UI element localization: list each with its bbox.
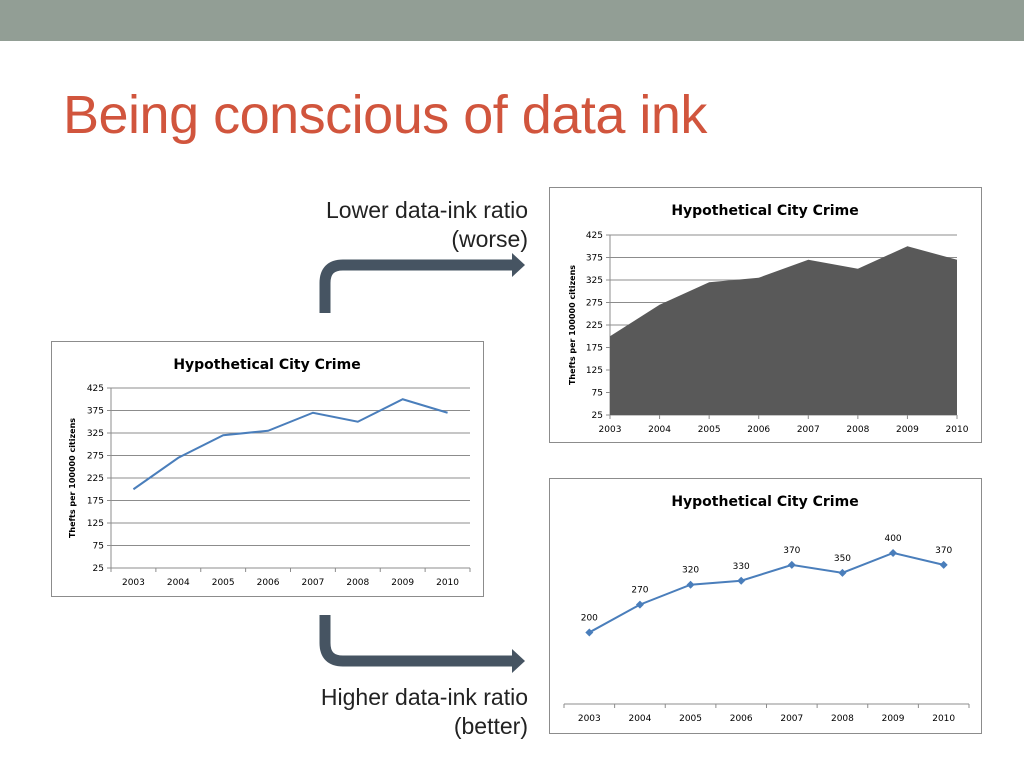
- x-tick-label: 2008: [831, 714, 854, 724]
- chart-area: Hypothetical City Crime 25 75 125 175 225 275 3…: [549, 187, 982, 443]
- data-label-2007: 370: [783, 546, 800, 556]
- x-tick-label: 2005: [698, 425, 721, 435]
- caption-lower-line-2: (worse): [451, 226, 528, 252]
- data-label-2003: 200: [581, 613, 598, 623]
- x-tick-label: 2008: [846, 425, 869, 435]
- y-tick-label: 25: [93, 564, 104, 574]
- arrow-down-right-icon: [319, 615, 525, 673]
- x-tick-label: 2003: [599, 425, 622, 435]
- y-tick-label: 425: [87, 384, 104, 394]
- x-tick-label: 2009: [882, 714, 905, 724]
- caption-lower-ratio: Lower data-ink ratio (worse): [228, 196, 528, 254]
- x-tick-label: 2004: [167, 578, 190, 588]
- y-tick-label: 75: [93, 542, 104, 552]
- x-tick-label: 2003: [122, 578, 145, 588]
- data-point-2003: [585, 628, 594, 637]
- y-tick-label: 275: [586, 299, 603, 309]
- x-tick-label: 2006: [747, 425, 770, 435]
- x-tick-label: 2009: [896, 425, 919, 435]
- data-point-2008: [838, 568, 847, 577]
- x-tick-label: 2006: [257, 578, 280, 588]
- chart-title: Hypothetical City Crime: [173, 357, 360, 373]
- arrow-up-right-icon: [319, 253, 525, 313]
- y-tick-label: 225: [586, 321, 603, 331]
- caption-higher-line-1: Higher data-ink ratio: [320, 684, 528, 710]
- x-tick-label: 2007: [780, 714, 803, 724]
- x-tick-label: 2007: [301, 578, 324, 588]
- data-label-2009: 400: [884, 534, 901, 544]
- data-point-2005: [686, 580, 695, 589]
- x-tick-label: 2008: [346, 578, 369, 588]
- data-point-2009: [889, 548, 898, 557]
- caption-higher-ratio: Higher data-ink ratio (better): [228, 683, 528, 741]
- top-bar: [0, 0, 1024, 41]
- x-tick-label: 2010: [946, 425, 969, 435]
- chart-title: Hypothetical City Crime: [671, 203, 858, 219]
- data-label-2008: 350: [834, 554, 851, 564]
- y-tick-label: 375: [586, 254, 603, 264]
- x-tick-label: 2004: [648, 425, 671, 435]
- data-label-2006: 330: [733, 562, 750, 572]
- chart-line-labeled: Hypothetical City Crime 2003 2004 2005 2006 2…: [549, 478, 982, 734]
- x-tick-label: 2007: [797, 425, 820, 435]
- x-tick-label: 2005: [212, 578, 235, 588]
- y-axis-label: Thefts per 100000 citizens: [68, 418, 77, 538]
- x-tick-label: 2004: [628, 714, 651, 724]
- area-series: [610, 246, 957, 415]
- data-point-2010: [939, 560, 948, 569]
- y-tick-label: 125: [586, 366, 603, 376]
- y-tick-label: 425: [586, 231, 603, 241]
- y-tick-label: 375: [87, 407, 104, 417]
- line-series: [132, 398, 448, 491]
- y-tick-label: 125: [87, 519, 104, 529]
- chart-line-basic: Hypothetical City Crime 25 75 125 175 225 275 3…: [51, 341, 484, 597]
- y-tick-label: 175: [586, 344, 603, 354]
- y-tick-label: 25: [592, 411, 603, 421]
- y-tick-label: 325: [586, 276, 603, 286]
- line-series: [588, 551, 944, 634]
- data-label-2004: 270: [631, 586, 648, 596]
- data-label-2010: 370: [935, 546, 952, 556]
- caption-higher-line-2: (better): [453, 713, 528, 739]
- x-tick-label: 2010: [932, 714, 955, 724]
- y-tick-label: 275: [87, 452, 104, 462]
- data-point-2007: [787, 560, 796, 569]
- y-tick-label: 225: [87, 474, 104, 484]
- y-tick-label: 325: [87, 429, 104, 439]
- data-label-2005: 320: [682, 566, 699, 576]
- x-tick-label: 2006: [730, 714, 753, 724]
- y-tick-label: 175: [87, 497, 104, 507]
- x-tick-label: 2009: [391, 578, 414, 588]
- y-axis-label: Thefts per 100000 citizens: [568, 265, 577, 385]
- data-point-2004: [635, 600, 644, 609]
- data-point-2006: [737, 576, 746, 585]
- caption-lower-line-1: Lower data-ink ratio: [326, 197, 528, 223]
- x-tick-label: 2003: [578, 714, 601, 724]
- x-tick-label: 2005: [679, 714, 702, 724]
- y-tick-label: 75: [592, 389, 603, 399]
- x-tick-label: 2010: [436, 578, 459, 588]
- chart-title: Hypothetical City Crime: [671, 494, 858, 510]
- slide-title: Being conscious of data ink: [63, 85, 707, 145]
